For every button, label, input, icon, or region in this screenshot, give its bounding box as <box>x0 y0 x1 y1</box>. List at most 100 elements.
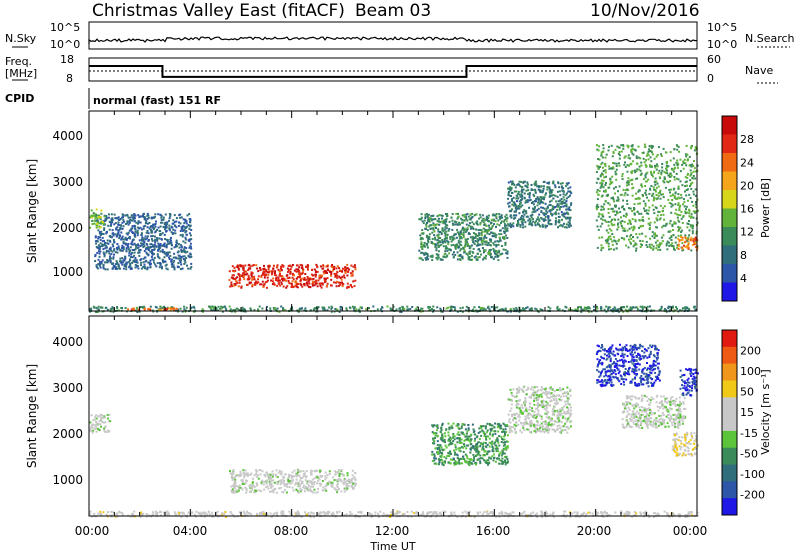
power-data-cell <box>472 308 475 311</box>
power-data-cell <box>157 256 160 259</box>
power-data-cell <box>532 218 535 220</box>
power-data-cell <box>483 251 485 254</box>
velocity-data-cell <box>165 511 168 514</box>
power-data-cell <box>512 225 515 228</box>
power-data-cell <box>684 309 687 312</box>
power-data-cell <box>694 170 697 173</box>
power-data-cell <box>306 266 309 269</box>
power-data-cell <box>479 307 482 309</box>
power-data-cell <box>484 249 487 252</box>
velocity-data-cell <box>644 510 647 513</box>
power-data-cell <box>201 308 204 311</box>
power-data-cell <box>462 248 465 250</box>
power-data-cell <box>112 245 115 248</box>
velocity-data-cell <box>247 473 250 476</box>
velocity-data-cell <box>190 512 193 515</box>
power-data-cell <box>99 245 102 248</box>
power-data-cell <box>624 189 627 192</box>
power-data-cell <box>456 236 458 239</box>
power-data-cell <box>540 211 543 213</box>
power-data-cell <box>685 164 688 167</box>
power-data-cell <box>574 308 577 311</box>
power-data-cell <box>228 279 231 281</box>
power-data-cell <box>126 222 129 225</box>
power-data-cell <box>523 213 526 216</box>
power-data-cell <box>421 237 424 240</box>
power-data-cell <box>106 259 109 261</box>
power-data-cell <box>545 192 548 195</box>
power-data-cell <box>617 190 619 193</box>
power-data-cell <box>131 249 134 251</box>
power-data-cell <box>567 182 570 185</box>
power-data-cell <box>249 265 252 268</box>
power-data-cell <box>659 204 662 207</box>
power-data-cell <box>156 228 158 231</box>
power-data-cell <box>564 305 567 308</box>
power-data-cell <box>531 224 534 227</box>
power-data-cell <box>509 224 512 227</box>
power-data-cell <box>276 264 279 267</box>
power-data-cell <box>540 309 543 311</box>
power-data-cell <box>175 226 178 229</box>
power-data-cell <box>131 231 134 234</box>
power-data-cell <box>164 238 167 240</box>
power-data-cell <box>232 309 235 312</box>
power-data-cell <box>279 272 281 275</box>
power-data-cell <box>146 235 149 238</box>
power-data-cell <box>679 214 682 217</box>
power-data-cell <box>614 170 617 173</box>
power-data-cell <box>142 243 145 246</box>
power-data-cell <box>507 181 510 184</box>
power-data-cell <box>509 180 512 183</box>
velocity-data-cell <box>191 511 194 514</box>
power-data-cell <box>288 282 291 285</box>
power-data-cell <box>434 244 437 247</box>
power-data-cell <box>129 264 132 267</box>
power-data-cell <box>159 221 162 224</box>
power-data-cell <box>648 224 651 227</box>
power-data-cell <box>688 155 691 158</box>
power-data-cell <box>426 255 429 258</box>
velocity-data-cell <box>270 516 273 518</box>
power-data-cell <box>94 260 97 262</box>
power-data-cell <box>480 234 483 237</box>
power-data-cell <box>324 281 326 284</box>
power-data-cell <box>168 258 171 260</box>
power-data-cell <box>121 244 124 247</box>
power-data-cell <box>528 217 531 220</box>
power-data-cell <box>548 186 551 189</box>
power-data-cell <box>648 228 651 231</box>
power-data-cell <box>105 251 108 254</box>
power-data-cell <box>345 270 348 273</box>
power-data-cell <box>642 200 645 203</box>
power-data-cell <box>521 223 524 226</box>
power-data-cell <box>340 278 343 281</box>
power-data-cell <box>559 182 562 185</box>
power-data-cell <box>687 199 689 202</box>
power-data-cell <box>419 256 422 259</box>
velocity-data-cell <box>296 514 299 517</box>
velocity-data-cell <box>476 511 479 514</box>
power-data-cell <box>290 282 293 285</box>
power-data-cell <box>531 211 534 214</box>
power-data-cell <box>512 204 515 207</box>
power-data-cell <box>263 264 265 267</box>
power-data-cell <box>613 306 616 309</box>
power-data-cell <box>562 214 565 217</box>
power-data-cell <box>128 250 131 253</box>
power-data-cell <box>143 307 146 310</box>
power-data-cell <box>517 223 520 226</box>
power-data-cell <box>180 227 183 230</box>
power-data-cell <box>657 185 660 188</box>
power-data-cell <box>109 255 111 258</box>
power-data-cell <box>279 284 282 287</box>
power-data-cell <box>346 274 349 277</box>
power-data-cell <box>473 242 476 245</box>
power-data-cell <box>556 305 559 308</box>
power-data-cell <box>272 277 275 280</box>
velocity-data-cell <box>336 484 338 487</box>
power-data-cell <box>460 237 463 240</box>
power-data-cell <box>490 256 492 259</box>
power-data-cell <box>654 166 657 169</box>
velocity-data-cell <box>666 514 669 517</box>
